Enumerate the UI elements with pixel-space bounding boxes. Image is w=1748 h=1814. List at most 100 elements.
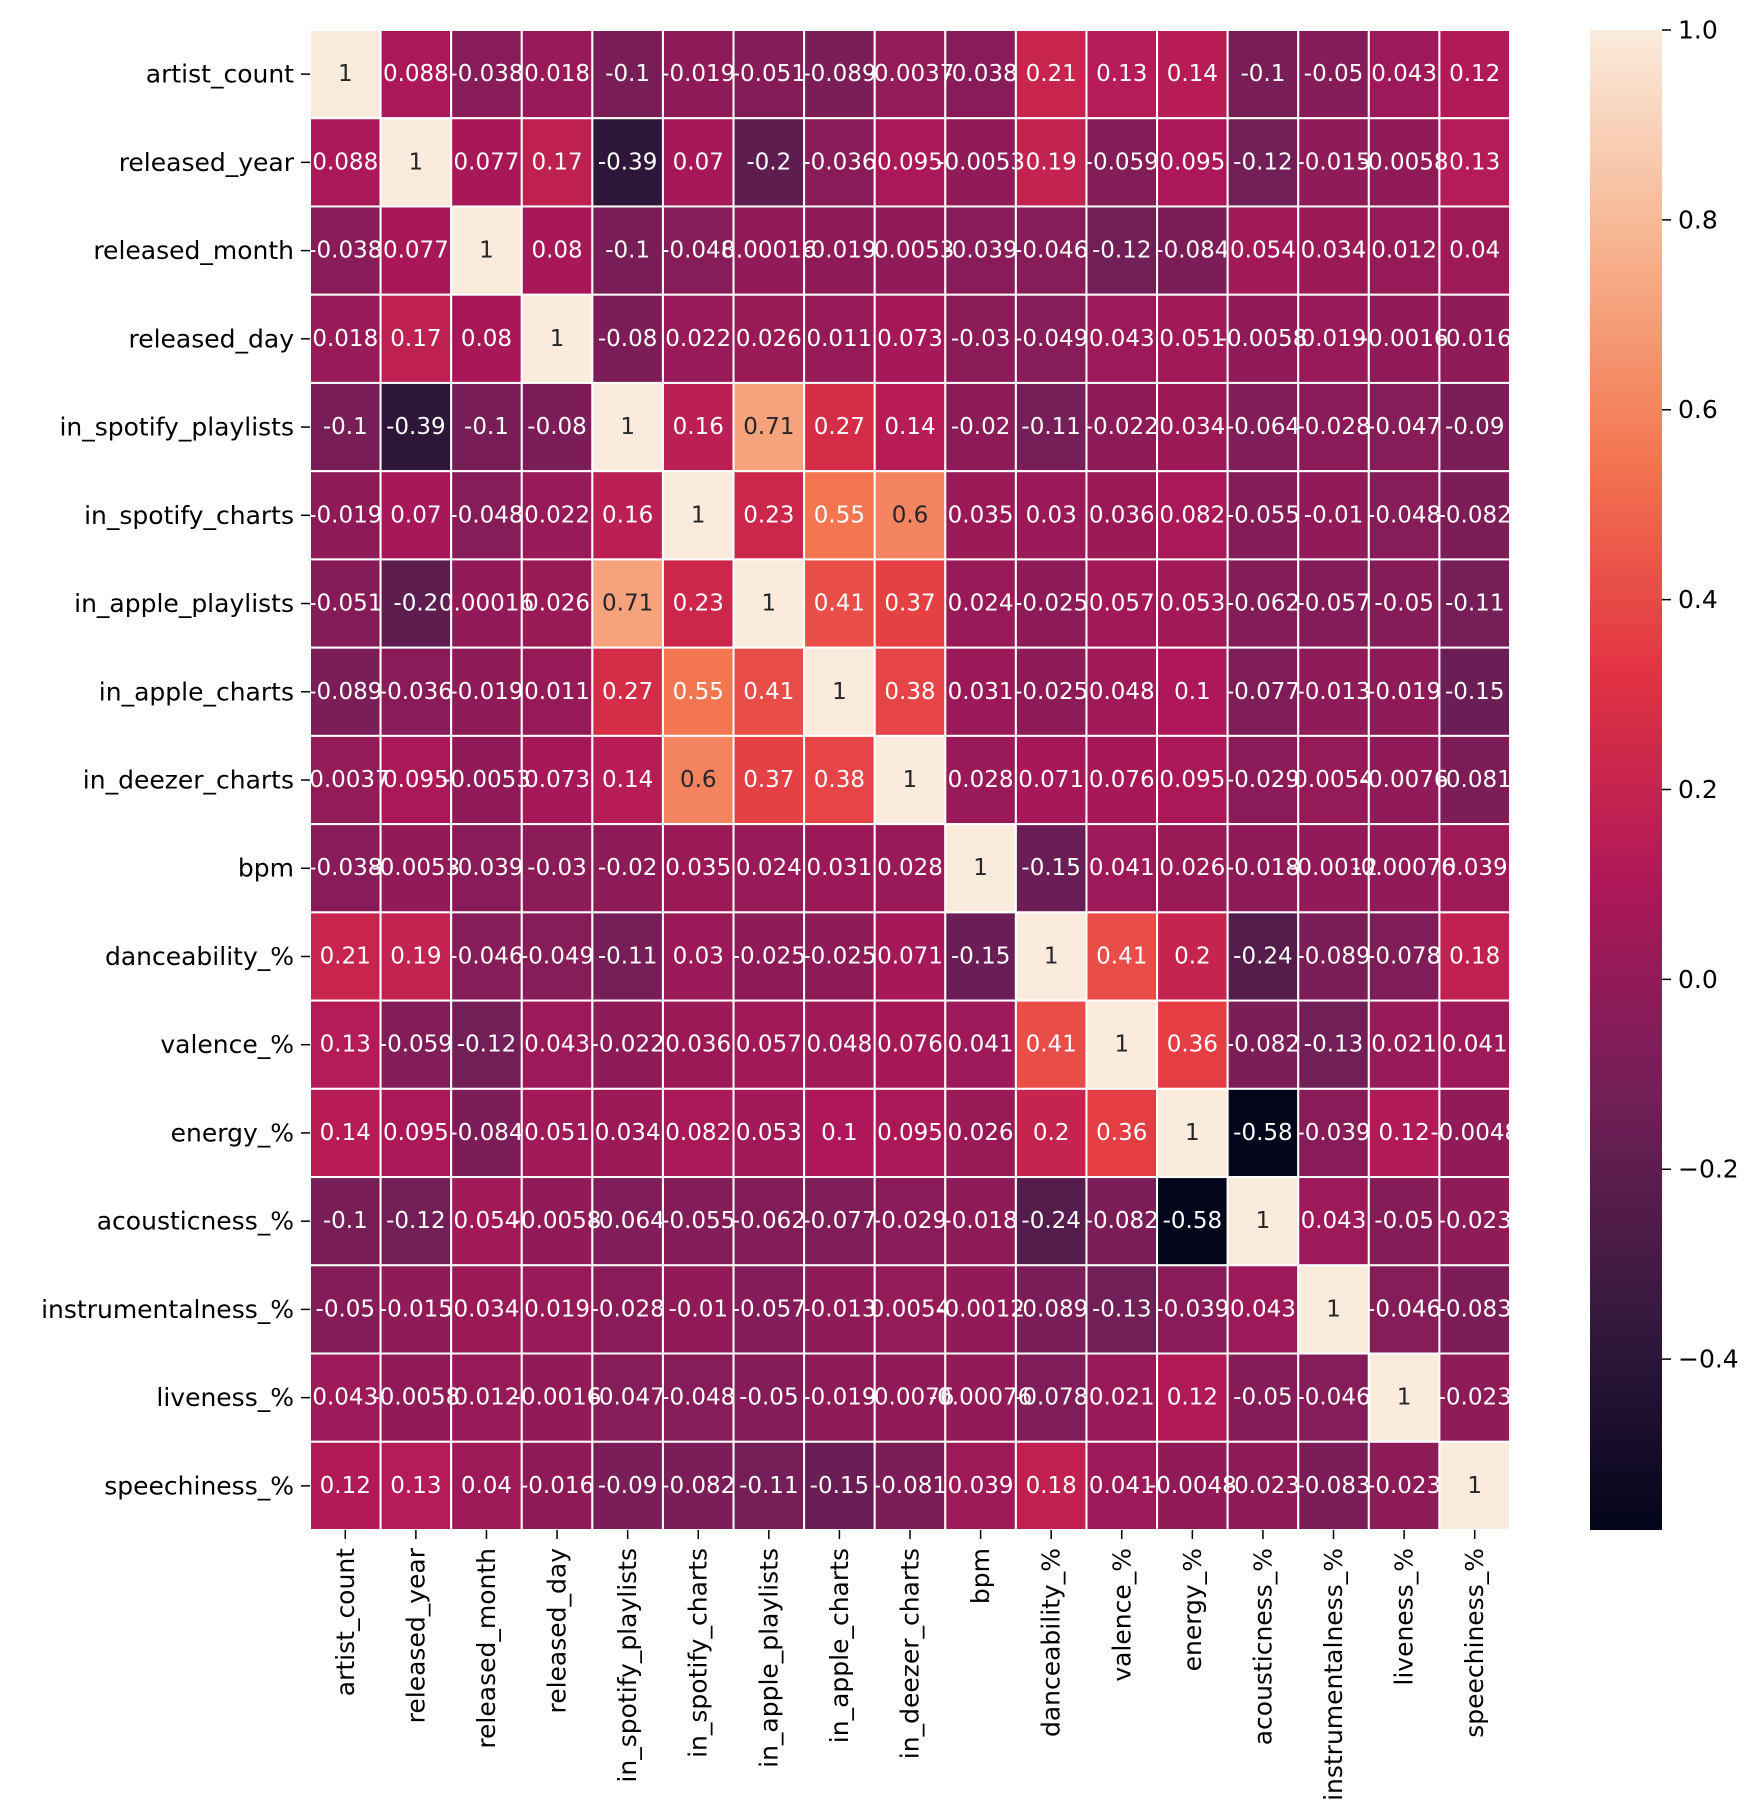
cell-value-label: -0.019: [661, 61, 735, 87]
cell-value-label: -0.082: [1226, 1032, 1300, 1058]
cell-value-label: -0.11: [739, 1473, 799, 1499]
cell-value-label: 0.13: [1096, 61, 1147, 87]
heatmap-cell: [1438, 1352, 1511, 1443]
cell-value-label: -0.039: [1155, 1296, 1229, 1322]
cell-value-label: 0.14: [1167, 61, 1218, 87]
heatmap-cell: [803, 999, 876, 1090]
cell-value-label: 0.37: [743, 767, 794, 793]
cell-value-label: 0.13: [1449, 149, 1500, 175]
cell-value-label: -0.039: [449, 855, 523, 881]
heatmap-cell: [591, 293, 664, 384]
heatmap-cell: [450, 911, 523, 1002]
cell-value-label: -0.1: [605, 238, 650, 264]
cell-value-label: -0.0053: [371, 855, 460, 881]
cell-value-label: -0.019: [449, 679, 523, 705]
cell-value-label: 1: [620, 414, 635, 440]
cell-value-label: -0.064: [1226, 414, 1300, 440]
cell-value-label: -0.11: [598, 943, 658, 969]
heatmap-cell: [803, 1176, 876, 1267]
y-tick-label: bpm: [238, 854, 294, 883]
heatmap-cell: [944, 29, 1017, 120]
cell-value-label: -0.09: [1445, 414, 1505, 440]
cell-value-label: -0.0012: [936, 1296, 1025, 1322]
cell-value-label: 0.048: [1089, 679, 1155, 705]
heatmap-cell: [732, 381, 806, 473]
cell-value-label: 1: [1397, 1385, 1412, 1411]
cell-value-label: -0.018: [944, 1208, 1018, 1234]
heatmap-cell: [873, 911, 947, 1002]
cell-value-label: 0.03: [673, 943, 724, 969]
cell-value-label: -0.038: [308, 855, 382, 881]
cell-value-label: -0.048: [661, 1385, 735, 1411]
cell-value-label: 0.19: [1026, 149, 1077, 175]
heatmap-cell: [1156, 381, 1229, 473]
x-tick-label: speechiness_%: [1460, 1548, 1489, 1738]
heatmap-cell: [1297, 999, 1370, 1090]
heatmap-cell: [1085, 999, 1159, 1090]
cell-value-label: -0.039: [1296, 1120, 1370, 1146]
heatmap-cell: [450, 558, 523, 649]
cell-value-label: -0.0053: [442, 767, 531, 793]
cell-value-label: -0.0058: [1219, 326, 1308, 352]
cell-value-label: -0.077: [802, 1208, 876, 1234]
cell-value-label: -0.062: [732, 1208, 806, 1234]
heatmap-cell: [450, 823, 523, 914]
colorbar-tick-label: −0.2: [1678, 1155, 1739, 1184]
y-tick-label: instrumentalness_%: [41, 1295, 294, 1324]
cell-value-label: 0.13: [390, 1473, 441, 1499]
cell-value-label: 0.034: [595, 1120, 661, 1146]
heatmap-cell: [1085, 470, 1159, 561]
heatmap-cell: [450, 117, 523, 208]
heatmap-cell: [379, 29, 453, 120]
heatmap-cell: [661, 29, 735, 120]
colorbar-tick-label: 0.4: [1678, 585, 1718, 614]
heatmap-cell: [1226, 1087, 1300, 1179]
heatmap-cell: [450, 646, 523, 737]
heatmap-cell: [944, 1352, 1017, 1443]
cell-value-label: 0.0054: [1293, 767, 1373, 793]
heatmap-cell: [1085, 734, 1159, 826]
cell-value-label: 0.043: [524, 1032, 590, 1058]
cell-value-label: -0.0058: [1360, 149, 1449, 175]
heatmap-cell: [661, 558, 735, 649]
cell-value-label: 0.021: [1371, 1032, 1437, 1058]
heatmap-cell: [1014, 117, 1088, 208]
cell-value-label: 0.14: [884, 414, 935, 440]
cell-value-label: 0.41: [743, 679, 794, 705]
x-tick-label: released_year: [401, 1547, 430, 1723]
cell-value-label: 1: [479, 238, 494, 264]
heatmap-cell: [1297, 646, 1370, 737]
heatmap-cell: [450, 205, 523, 296]
cell-value-label: -0.58: [1233, 1120, 1293, 1146]
cell-value-label: 1: [1326, 1296, 1341, 1322]
cell-value-label: 0.37: [884, 591, 935, 617]
cell-value-label: 0.057: [736, 1032, 802, 1058]
cell-value-label: 0.17: [390, 326, 441, 352]
heatmap-cell: [450, 293, 523, 384]
heatmap-cell: [1226, 1264, 1300, 1355]
cell-value-label: -0.025: [732, 943, 806, 969]
heatmap-cell: [1085, 1087, 1159, 1179]
heatmap-cell: [1085, 29, 1159, 120]
x-tick-label: in_deezer_charts: [896, 1548, 925, 1759]
cell-value-label: 0.36: [1096, 1120, 1147, 1146]
cell-value-label: -0.013: [1296, 679, 1370, 705]
cell-value-label: 0.039: [948, 1473, 1014, 1499]
heatmap-cell: [520, 293, 594, 384]
cell-value-label: 0.054: [454, 1208, 520, 1234]
cell-value-label: 0.034: [1301, 238, 1367, 264]
colorbar-gradient: [1590, 30, 1662, 1530]
cell-value-label: -0.083: [1438, 1296, 1512, 1322]
heatmap-cell: [1226, 734, 1300, 826]
heatmap-cell: [1297, 1087, 1370, 1179]
cell-value-label: -0.11: [1021, 414, 1081, 440]
cell-value-label: -0.02: [951, 414, 1011, 440]
cell-value-label: -0.064: [591, 1208, 665, 1234]
cell-value-label: 0.021: [1089, 1385, 1155, 1411]
cell-value-label: -0.023: [1226, 1473, 1300, 1499]
heatmap-cell: [803, 205, 876, 296]
cell-value-label: -0.0016: [513, 1385, 602, 1411]
heatmap-cell: [379, 117, 453, 208]
cell-value-label: -0.01: [668, 1296, 728, 1322]
